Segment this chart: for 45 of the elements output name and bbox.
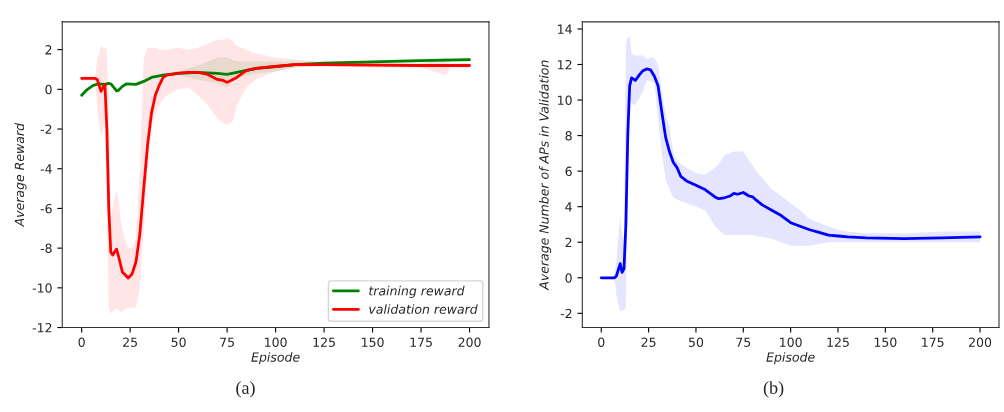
line-series <box>80 63 471 280</box>
y-tick-label: -8 <box>40 243 52 254</box>
text: (b) <box>763 381 784 398</box>
legend-label: validation reward <box>369 304 478 314</box>
x-tick-label: 175 <box>922 337 944 347</box>
x-tick-label: 75 <box>736 337 751 347</box>
x-tick-label: 100 <box>780 337 802 347</box>
x-tick-label: 200 <box>458 337 481 347</box>
y-tick-label: 8 <box>565 131 572 141</box>
y-axis-title: Average Number of APs in Validation <box>539 60 552 291</box>
x-tick-label: 0 <box>598 337 605 347</box>
y-tick-label: 0 <box>565 273 572 283</box>
y-tick-label: -2 <box>40 124 52 134</box>
x-tick-label: 0 <box>78 337 85 347</box>
y-tick-label: 6 <box>565 166 572 177</box>
x-tick-label: 175 <box>410 337 432 347</box>
x-tick-label: 25 <box>641 337 656 347</box>
y-tick-label: 2 <box>45 45 52 55</box>
y-tick-label: -4 <box>40 164 52 174</box>
x-tick-label: 25 <box>123 337 137 347</box>
x-tick-label: 150 <box>874 337 897 347</box>
x-tick-label: 50 <box>171 337 186 347</box>
x-tick-label: 75 <box>220 337 234 347</box>
x-tick-label: 125 <box>313 337 335 347</box>
x-tick-label: 100 <box>265 337 287 347</box>
line-series <box>599 67 982 280</box>
y-tick-label: -12 <box>32 323 52 333</box>
y-tick-label: -10 <box>32 283 52 293</box>
legend-label: training reward <box>369 285 465 298</box>
x-axis-title: Episode <box>766 352 815 365</box>
y-tick-label: 2 <box>565 237 572 247</box>
y-tick-label: 14 <box>558 24 572 34</box>
y-tick-label: -6 <box>40 203 52 214</box>
y-tick-label: 0 <box>45 84 52 95</box>
y-tick-label: -2 <box>560 308 572 319</box>
y-tick-label: 4 <box>565 202 572 212</box>
x-tick-label: 50 <box>688 337 704 347</box>
y-tick-label: 10 <box>558 95 572 105</box>
x-tick-label: 125 <box>827 337 849 347</box>
y-tick-label: 12 <box>558 59 572 70</box>
text: (a) <box>236 381 255 398</box>
x-tick-label: 150 <box>362 337 384 347</box>
y-axis-title: Average Reward <box>14 122 27 228</box>
x-tick-label: 200 <box>969 337 992 347</box>
x-axis-title: Episode <box>251 352 300 365</box>
